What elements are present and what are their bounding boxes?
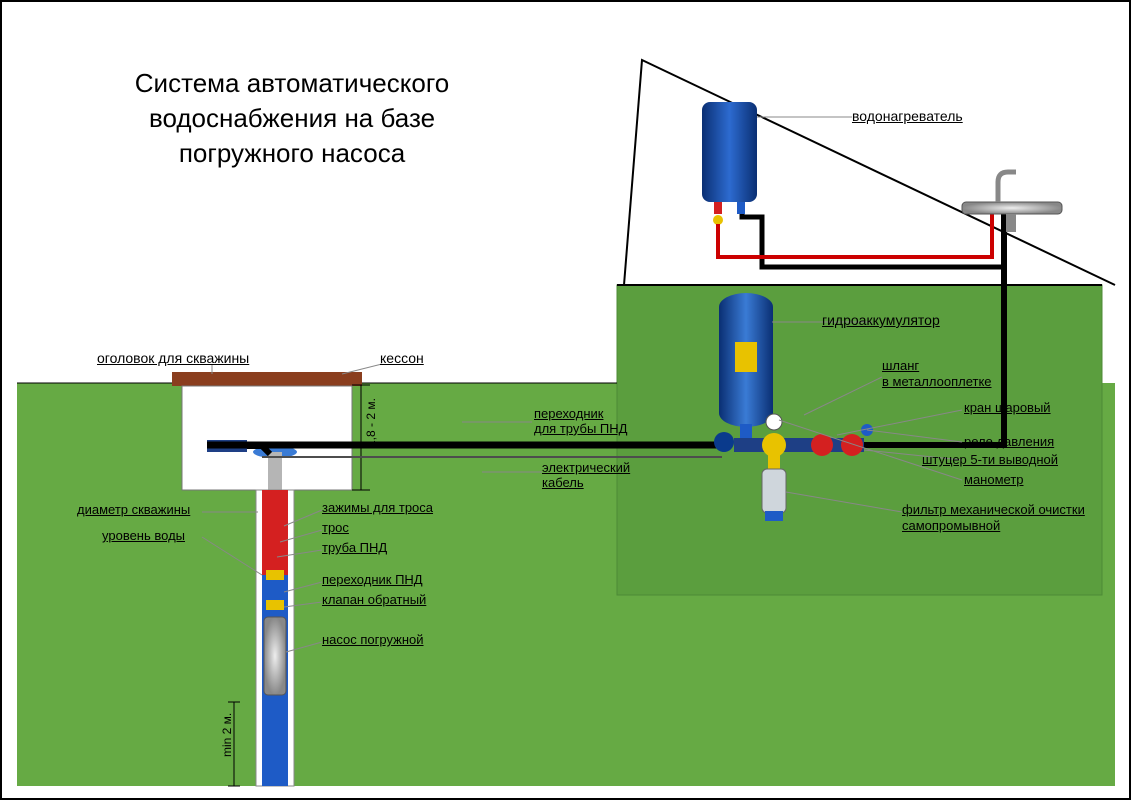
label-ballvalve: кран шаровый — [964, 400, 1051, 415]
label-water-level: уровень воды — [102, 528, 185, 543]
label-hose1: шланг — [882, 358, 919, 373]
label-filter2: самопромывной — [902, 518, 1000, 533]
pump-body — [264, 617, 286, 695]
manometer-dial — [766, 414, 782, 430]
label-depth: 1,8 - 2 м. — [364, 398, 378, 447]
heater-inlet — [737, 202, 745, 214]
label-hdpe-adapter2: переходник ПНД — [322, 572, 423, 587]
fitting-center — [762, 433, 786, 457]
label-pressure-relay: реле давления — [964, 434, 1054, 449]
label-pump: насос погружной — [322, 632, 424, 647]
label-hdpe-adapter: переходникдля трубы ПНД — [534, 407, 627, 437]
label-check-valve: клапан обратный — [322, 592, 426, 607]
label-caisson: кессон — [380, 350, 424, 366]
filter-neck — [768, 455, 780, 469]
heater-outlet — [714, 202, 722, 214]
clamp-2 — [266, 600, 284, 610]
diagram-canvas: Система автоматическоговодоснабжения на … — [0, 0, 1131, 800]
label-min2m: min 2 м. — [220, 713, 234, 757]
label-hdpe-adapter-text: переходникдля трубы ПНД — [534, 406, 627, 436]
label-manometer: манометр — [964, 472, 1024, 487]
hydro-stem — [740, 424, 752, 438]
label-rope: трос — [322, 520, 349, 535]
clamp-1 — [266, 570, 284, 580]
faucet — [998, 172, 1016, 202]
label-elec-cable-text: электрическийкабель — [542, 460, 630, 490]
ball-valve-1 — [811, 434, 833, 456]
label-elec-cable: электрическийкабель — [542, 461, 630, 491]
water-heater — [702, 102, 757, 202]
label-fitting5: штуцер 5-ти выводной — [922, 452, 1058, 467]
heater-valve — [713, 215, 723, 225]
label-clamps: зажимы для троса — [322, 500, 433, 515]
hydro-label-plate — [735, 342, 757, 372]
house-roof — [624, 60, 1115, 285]
well-red — [262, 490, 288, 575]
label-hdpepipe: труба ПНД — [322, 540, 387, 555]
label-filter1: фильтр механической очистки — [902, 502, 1085, 517]
hydro-foot — [714, 432, 734, 452]
label-wellhead: оголовок для скважины — [97, 350, 249, 366]
hydro-bot — [719, 399, 773, 427]
sink-drain — [1006, 214, 1016, 232]
filter-body — [762, 469, 786, 513]
label-hydro: гидроаккумулятор — [822, 312, 940, 328]
label-well-diam: диаметр скважины — [77, 502, 190, 517]
ball-valve-2 — [841, 434, 863, 456]
label-water-heater: водонагреватель — [852, 108, 963, 124]
caisson-box — [182, 386, 352, 490]
filter-cap — [765, 511, 783, 521]
well-deep — [262, 735, 288, 786]
caisson-lid — [172, 372, 362, 386]
label-hose2: в металлооплетке — [882, 374, 992, 389]
sink-basin — [962, 202, 1062, 214]
